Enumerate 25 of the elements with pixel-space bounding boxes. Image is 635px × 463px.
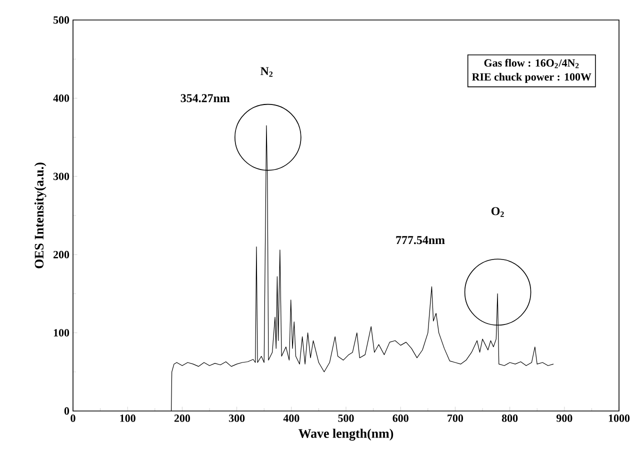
x-tick-label: 300 — [228, 414, 245, 422]
x-tick-label: 400 — [283, 414, 300, 422]
annotation: O$_{2}$ — [491, 207, 504, 217]
y-tick-label: 100 — [54, 329, 70, 336]
y-tick-label: 500 — [53, 16, 70, 24]
x-tick-label: 800 — [502, 414, 518, 422]
x-tick-label: 100 — [120, 414, 136, 422]
y-tick-label: 200 — [53, 250, 70, 258]
x-tick-label: 700 — [448, 414, 464, 422]
x-axis-title: Wave length(nm) — [298, 428, 394, 441]
x-tick-label: 1000 — [608, 414, 630, 422]
x-tick-label: 600 — [392, 414, 408, 422]
annotation: Gas flow : 16O$_{2}$/4N$_{2}$ — [484, 58, 579, 68]
annotation: RIE chuck power : 100W — [472, 72, 592, 83]
x-tick-label: 200 — [174, 414, 190, 422]
x-tick-label: 500 — [338, 414, 354, 422]
y-tick-label: 400 — [53, 94, 70, 102]
annotation: N$_{2}$ — [260, 67, 273, 77]
x-tick-label: 900 — [556, 414, 572, 422]
annotation: 354.27nm — [180, 94, 230, 102]
y-axis-title: OES Intensity(a.u.) — [34, 162, 46, 268]
annotation: 777.54nm — [396, 236, 445, 244]
y-tick-label: 0 — [64, 407, 70, 415]
y-tick-label: 300 — [53, 172, 70, 180]
x-tick-label: 0 — [70, 414, 76, 422]
